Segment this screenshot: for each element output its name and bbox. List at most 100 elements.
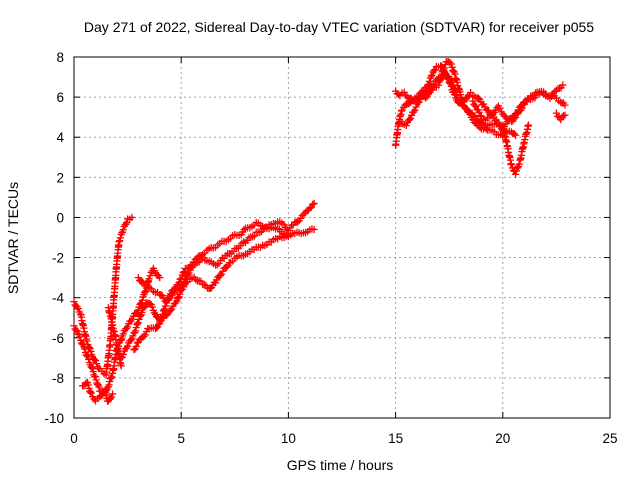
data-point <box>146 272 154 280</box>
data-point <box>78 340 86 348</box>
data-point <box>77 339 86 347</box>
data-point <box>174 294 182 302</box>
x-tick-label: 25 <box>602 431 617 446</box>
data-point <box>148 303 156 311</box>
data-point <box>449 81 457 89</box>
data-point <box>89 368 97 376</box>
data-point <box>140 332 148 341</box>
data-point <box>73 327 81 335</box>
y-tick-label: -8 <box>52 371 64 386</box>
data-point <box>70 298 78 306</box>
data-point <box>127 317 135 325</box>
data-point <box>87 389 95 397</box>
data-point <box>122 324 131 333</box>
data-point <box>284 231 292 240</box>
data-point <box>200 280 208 289</box>
x-tick-label: 20 <box>495 431 510 446</box>
data-point <box>92 359 101 368</box>
y-tick-label: -10 <box>44 411 64 426</box>
data-point <box>84 381 92 389</box>
data-point <box>476 112 484 120</box>
data-point <box>249 233 257 241</box>
data-point <box>180 279 188 287</box>
data-point <box>451 70 459 78</box>
y-tick-label: 2 <box>56 170 64 185</box>
data-point <box>216 271 225 280</box>
data-point <box>223 263 231 271</box>
data-point <box>561 101 569 109</box>
data-point <box>394 90 403 98</box>
data-point <box>124 323 132 331</box>
data-point <box>92 376 100 384</box>
data-point <box>431 77 439 85</box>
data-point <box>107 393 116 401</box>
data-point <box>76 333 84 341</box>
data-point <box>256 228 264 236</box>
data-point <box>446 58 454 67</box>
data-point <box>428 71 436 79</box>
series-7 <box>134 223 292 305</box>
y-tick-label: -6 <box>52 331 64 346</box>
data-point <box>179 280 187 288</box>
data-point <box>469 97 477 105</box>
data-point <box>447 60 455 68</box>
series-3 <box>78 378 117 405</box>
y-tick-label: 8 <box>56 50 64 65</box>
data-point <box>411 106 419 114</box>
data-point <box>507 160 515 169</box>
data-point <box>138 277 146 286</box>
data-point <box>122 220 130 228</box>
data-point <box>119 226 127 234</box>
data-point <box>427 72 435 80</box>
data-point <box>102 391 110 399</box>
data-point <box>141 331 149 339</box>
data-point <box>524 121 533 129</box>
data-point <box>83 352 91 360</box>
data-point <box>310 199 318 208</box>
data-point <box>531 89 540 97</box>
data-point <box>91 373 100 381</box>
data-point <box>160 306 168 314</box>
data-point <box>464 93 472 101</box>
y-tick-label: 4 <box>56 130 64 145</box>
data-point <box>138 296 146 304</box>
data-point <box>519 101 527 109</box>
data-point <box>496 104 504 113</box>
data-point <box>402 121 410 130</box>
data-point <box>128 335 136 343</box>
x-tick-labels: 0 5 10 15 20 25 <box>70 431 617 446</box>
data-point <box>294 218 302 226</box>
series-12 <box>499 121 533 178</box>
data-point <box>146 299 154 307</box>
grid-lines <box>74 57 610 418</box>
data-point <box>172 286 180 294</box>
data-point <box>240 238 248 246</box>
y-axis-label: SDTVAR / TECUs <box>5 182 21 294</box>
data-point <box>127 336 135 344</box>
data-point <box>106 395 115 403</box>
x-tick-label: 5 <box>177 431 185 446</box>
data-point <box>448 78 456 86</box>
data-point <box>420 92 428 100</box>
data-point <box>466 110 474 118</box>
data-point <box>116 234 125 242</box>
data-point <box>81 345 89 353</box>
data-point <box>410 108 418 116</box>
data-point <box>95 383 103 391</box>
data-point <box>83 337 91 345</box>
data-point <box>86 388 95 396</box>
data-point <box>510 130 518 138</box>
data-point <box>132 342 140 351</box>
data-point <box>472 102 480 110</box>
data-point <box>197 277 205 285</box>
data-point <box>515 160 523 168</box>
data-point <box>462 104 470 113</box>
data-points <box>70 58 569 405</box>
data-point <box>474 94 482 102</box>
data-point <box>166 307 175 315</box>
data-point <box>177 274 185 283</box>
y-tick-label: -4 <box>52 291 64 306</box>
data-point <box>192 276 200 284</box>
data-point <box>85 355 93 363</box>
